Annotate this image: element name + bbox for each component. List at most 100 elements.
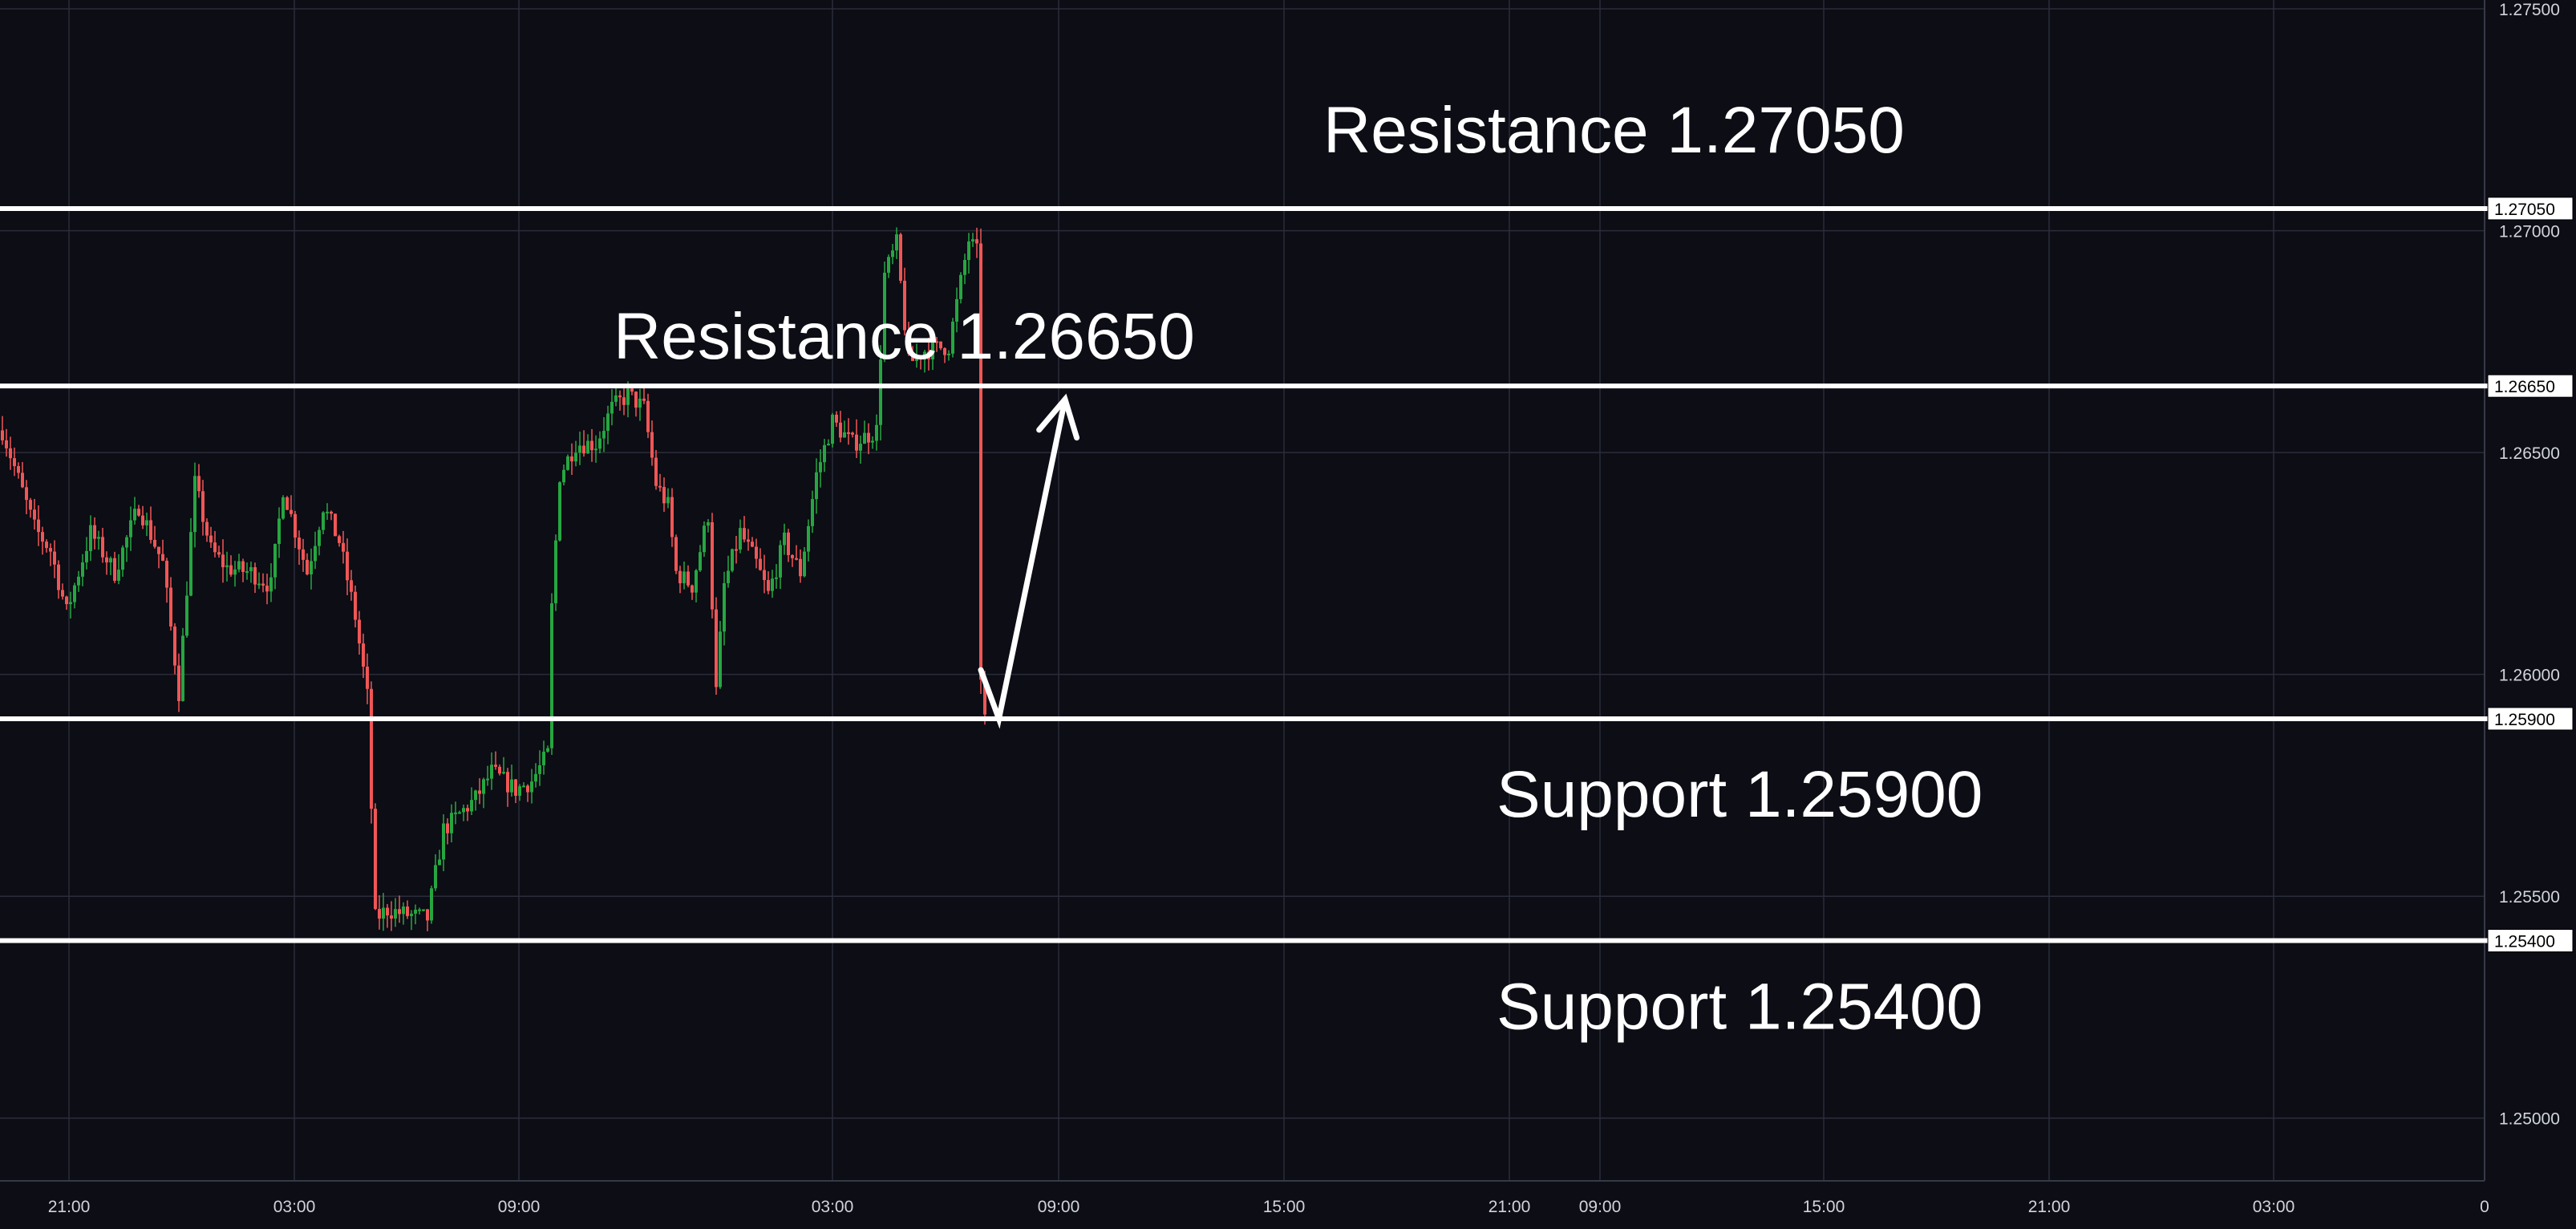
candle-body (454, 812, 457, 814)
candle-body (618, 395, 622, 398)
price-tick-label: 1.27500 (2499, 1, 2560, 19)
candle-body (117, 570, 120, 581)
price-tick-label: 1.27000 (2499, 223, 2560, 241)
candle-body (237, 561, 241, 570)
candle-body (330, 511, 333, 514)
candle-body (811, 499, 814, 526)
candle-body (522, 785, 525, 788)
level-price-tag (2487, 929, 2574, 953)
candle-body (731, 549, 734, 571)
candle-body (819, 462, 822, 473)
candle-body (109, 558, 112, 563)
candle-body (634, 391, 638, 408)
candle-body (93, 525, 96, 539)
candle-body (1, 430, 4, 440)
projection-arrow (978, 393, 1080, 729)
candle-body (586, 440, 589, 454)
candle-body (831, 414, 834, 444)
candle-body (755, 546, 758, 559)
price-tick-label: 1.26500 (2499, 444, 2560, 463)
candle-body (911, 354, 914, 361)
candle-body (827, 444, 830, 446)
candle-body (759, 558, 762, 570)
candle-body (695, 570, 698, 593)
candle-body (931, 341, 934, 359)
candle-body (265, 585, 269, 592)
candle-body (49, 548, 52, 552)
candle-body (715, 609, 718, 688)
time-tick-label: 03:00 (273, 1198, 316, 1216)
candle-body (450, 813, 453, 834)
candle-body (727, 570, 730, 583)
candle-body (402, 907, 405, 915)
candle-body (101, 537, 104, 558)
candle-body (169, 587, 172, 627)
candle-body (490, 765, 493, 779)
candle-body (562, 469, 565, 483)
candle-body (177, 665, 180, 701)
level-lines (0, 205, 2488, 943)
candle-body (113, 558, 116, 581)
candle-body (895, 234, 898, 251)
candle-body (41, 532, 44, 542)
candle-body (506, 772, 509, 793)
candle-body (442, 823, 445, 860)
candle-body (907, 330, 910, 355)
candle-body (775, 577, 778, 579)
candle-body (947, 353, 950, 355)
candle-body (594, 448, 597, 451)
candle-body (919, 356, 922, 360)
candle-body (891, 250, 894, 258)
candle-body (887, 257, 890, 273)
candle-body (77, 576, 80, 586)
candle-body (205, 521, 209, 536)
candle-body (606, 413, 610, 432)
candle-body (839, 422, 842, 438)
candle-body (534, 773, 537, 782)
candle-body (719, 631, 722, 688)
candle-body (610, 401, 614, 414)
candle-body (482, 779, 485, 794)
candle-body (654, 457, 658, 486)
candle-body (398, 909, 401, 915)
candle-body (354, 591, 357, 620)
candle-body (678, 570, 682, 584)
candlestick-series (1, 227, 986, 931)
candle-body (498, 766, 501, 774)
candle-body (141, 515, 144, 525)
level-price-tag-label: 1.26650 (2494, 378, 2555, 396)
candle-body (17, 466, 20, 473)
candle-body (474, 790, 477, 801)
candle-body (25, 487, 28, 501)
candle-body (366, 667, 369, 689)
candle-body (542, 752, 545, 765)
time-axis[interactable]: 21:00 03:00 09:00 03:00 09:00 15:00 21:00 09:00… (48, 1198, 2489, 1216)
candle-body (458, 812, 461, 814)
candle-body (322, 512, 325, 530)
candle-body (189, 532, 192, 596)
candle-body (462, 808, 465, 813)
candle-body (799, 558, 802, 577)
candle-body (81, 562, 84, 577)
candle-body (185, 595, 188, 636)
candle-body (979, 243, 982, 680)
candle-body (438, 859, 441, 866)
level-annotation: Resistance 1.27050 (1323, 94, 1905, 167)
candle-body (370, 688, 373, 809)
price-axis[interactable]: 1.27050 1.26650 1.25900 1.25400 1.27500 1.270… (2487, 1, 2574, 1129)
time-tick-label: 09:00 (1038, 1198, 1080, 1216)
candle-body (867, 432, 870, 443)
candle-body (382, 907, 385, 919)
candle-body (883, 272, 886, 360)
time-tick-label: 03:00 (2253, 1198, 2295, 1216)
candle-body (723, 582, 726, 632)
time-tick-label: 0 (2480, 1198, 2489, 1216)
candle-body (121, 547, 124, 570)
level-price-tag-label: 1.25900 (2494, 711, 2555, 729)
candle-body (145, 520, 148, 525)
candle-body (711, 521, 714, 610)
candle-body (795, 558, 798, 560)
candle-body (253, 567, 257, 585)
